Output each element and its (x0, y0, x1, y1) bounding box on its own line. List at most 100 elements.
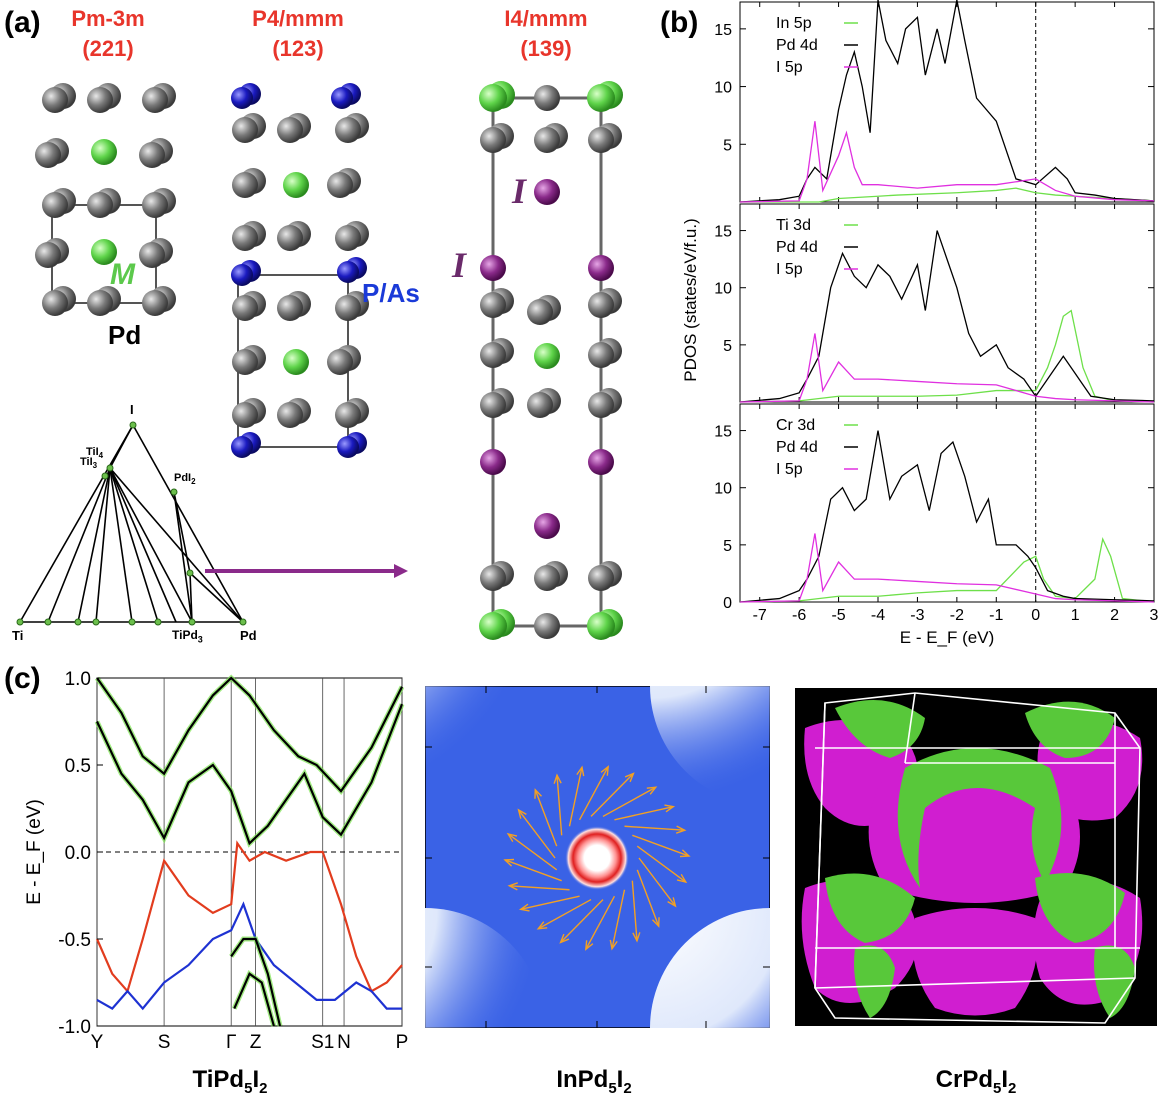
legend-label: I 5p (776, 461, 803, 478)
legend-label: I 5p (776, 261, 803, 278)
hull-phase-point (92, 618, 100, 626)
y-tick-label: 10 (714, 281, 732, 298)
band-line (230, 937, 282, 1027)
spin-arrow-head (600, 765, 610, 776)
space-group-number: (221) (82, 36, 134, 61)
spin-arrow (520, 895, 580, 911)
atom-label-pas: P/As (362, 278, 420, 308)
atom-pd (335, 117, 361, 143)
pdos-series-line (740, 187, 1155, 203)
hull-edge (109, 424, 134, 469)
space-group-number: (123) (272, 36, 324, 61)
caption-sub: 2 (623, 1079, 632, 1097)
panel-label-c: (c) (4, 662, 41, 695)
atom-p (231, 87, 253, 109)
atom-label-pd: Pd (108, 320, 142, 350)
x-tick-label: -4 (871, 607, 885, 624)
legend-label: Cr 3d (776, 417, 815, 434)
atom-i (588, 255, 614, 281)
spin-arrow (638, 857, 676, 907)
atom-pd (142, 290, 168, 316)
hull-phase-tipd3: TiPd3 (172, 628, 203, 645)
hull-tie-line (109, 467, 193, 623)
spin-arrow-head (675, 825, 687, 834)
k-point-label: Γ (226, 1032, 236, 1053)
y-tick-label: 5 (723, 137, 732, 154)
spin-arrow (537, 898, 592, 930)
x-tick-label: -7 (753, 607, 767, 624)
caption-part: CrPd (935, 1066, 993, 1093)
band-line (233, 972, 275, 1027)
structure-i4mmm (479, 81, 623, 640)
hull-phase-point (239, 618, 247, 626)
atom-i (480, 255, 506, 281)
y-tick-label: 5 (723, 538, 732, 555)
pdos-series-line (739, 430, 1155, 603)
atom-pd (480, 392, 506, 418)
spin-arrow-head (506, 832, 518, 843)
y-tick-label: -0.5 (58, 930, 91, 951)
atom-pd (277, 295, 303, 321)
atom-pd (142, 192, 168, 218)
atom-i (534, 179, 560, 205)
hull-vertex-ti: Ti (12, 628, 24, 643)
spin-arrow-head (651, 917, 660, 928)
spin-arrow-head (679, 849, 691, 858)
y-tick-label: 1.0 (65, 669, 91, 690)
atom-m (534, 343, 560, 369)
spin-arrow (507, 833, 558, 871)
atom-pd (480, 127, 506, 153)
atom-i (588, 449, 614, 475)
hull-phase-point (74, 618, 82, 626)
hull-tie-line (77, 467, 111, 623)
spin-arrow-head (676, 873, 688, 884)
atom-pd (87, 290, 113, 316)
atom-pd (527, 392, 553, 418)
space-group-p4mmm: P4/mmm (123) (228, 4, 368, 64)
caption-part: InPd (556, 1066, 609, 1093)
hull-edge (132, 424, 244, 623)
spin-arrow (504, 859, 562, 882)
legend-label: Pd 4d (776, 439, 818, 456)
y-axis-label: PDOS (states/eV/f.u.) (681, 218, 700, 381)
atom-pd (139, 142, 165, 168)
atom-pd (35, 242, 61, 268)
pdos-series-line (739, 333, 1155, 403)
atom-pd (480, 342, 506, 368)
spin-arrow-head (553, 773, 562, 784)
atom-m (587, 84, 615, 112)
caption-inpd5i2: InPd5I2 (494, 1066, 694, 1097)
spin-arrow (602, 786, 657, 818)
spin-arrow (590, 773, 634, 817)
hull-phase-point (186, 569, 194, 577)
spin-arrow-head (624, 772, 635, 783)
panel-label-a: (a) (4, 6, 41, 39)
caption-crpd5i2: CrPd5I2 (876, 1066, 1076, 1097)
spin-arrow (534, 789, 558, 847)
atom-pd (588, 342, 614, 368)
panel-label-b: (b) (660, 6, 699, 39)
spin-arrow-head (536, 921, 548, 930)
hull-phase-point (129, 421, 137, 429)
atom-pd (87, 192, 113, 218)
spin-arrow (611, 889, 626, 949)
hull-phase-point (101, 472, 109, 480)
atom-m (283, 349, 309, 375)
y-tick-label: 0.0 (65, 843, 91, 864)
spin-arrow (636, 869, 660, 927)
caption-sub: 5 (244, 1079, 253, 1097)
space-group-i4mmm: I4/mmm (139) (476, 4, 616, 64)
y-tick-label: 10 (714, 80, 732, 97)
atom-pd (534, 565, 560, 591)
legend-label: Pd 4d (776, 239, 818, 256)
y-tick-label: 0.5 (65, 756, 91, 777)
atom-pd (142, 87, 168, 113)
caption-part: I (1001, 1066, 1008, 1093)
spin-arrow (632, 834, 690, 857)
caption-part: TiPd (192, 1066, 245, 1093)
pdos-series-line (739, 230, 1155, 403)
phase-hull (16, 421, 247, 626)
structure-p4mmm (231, 83, 369, 458)
x-tick-label: -5 (831, 607, 845, 624)
